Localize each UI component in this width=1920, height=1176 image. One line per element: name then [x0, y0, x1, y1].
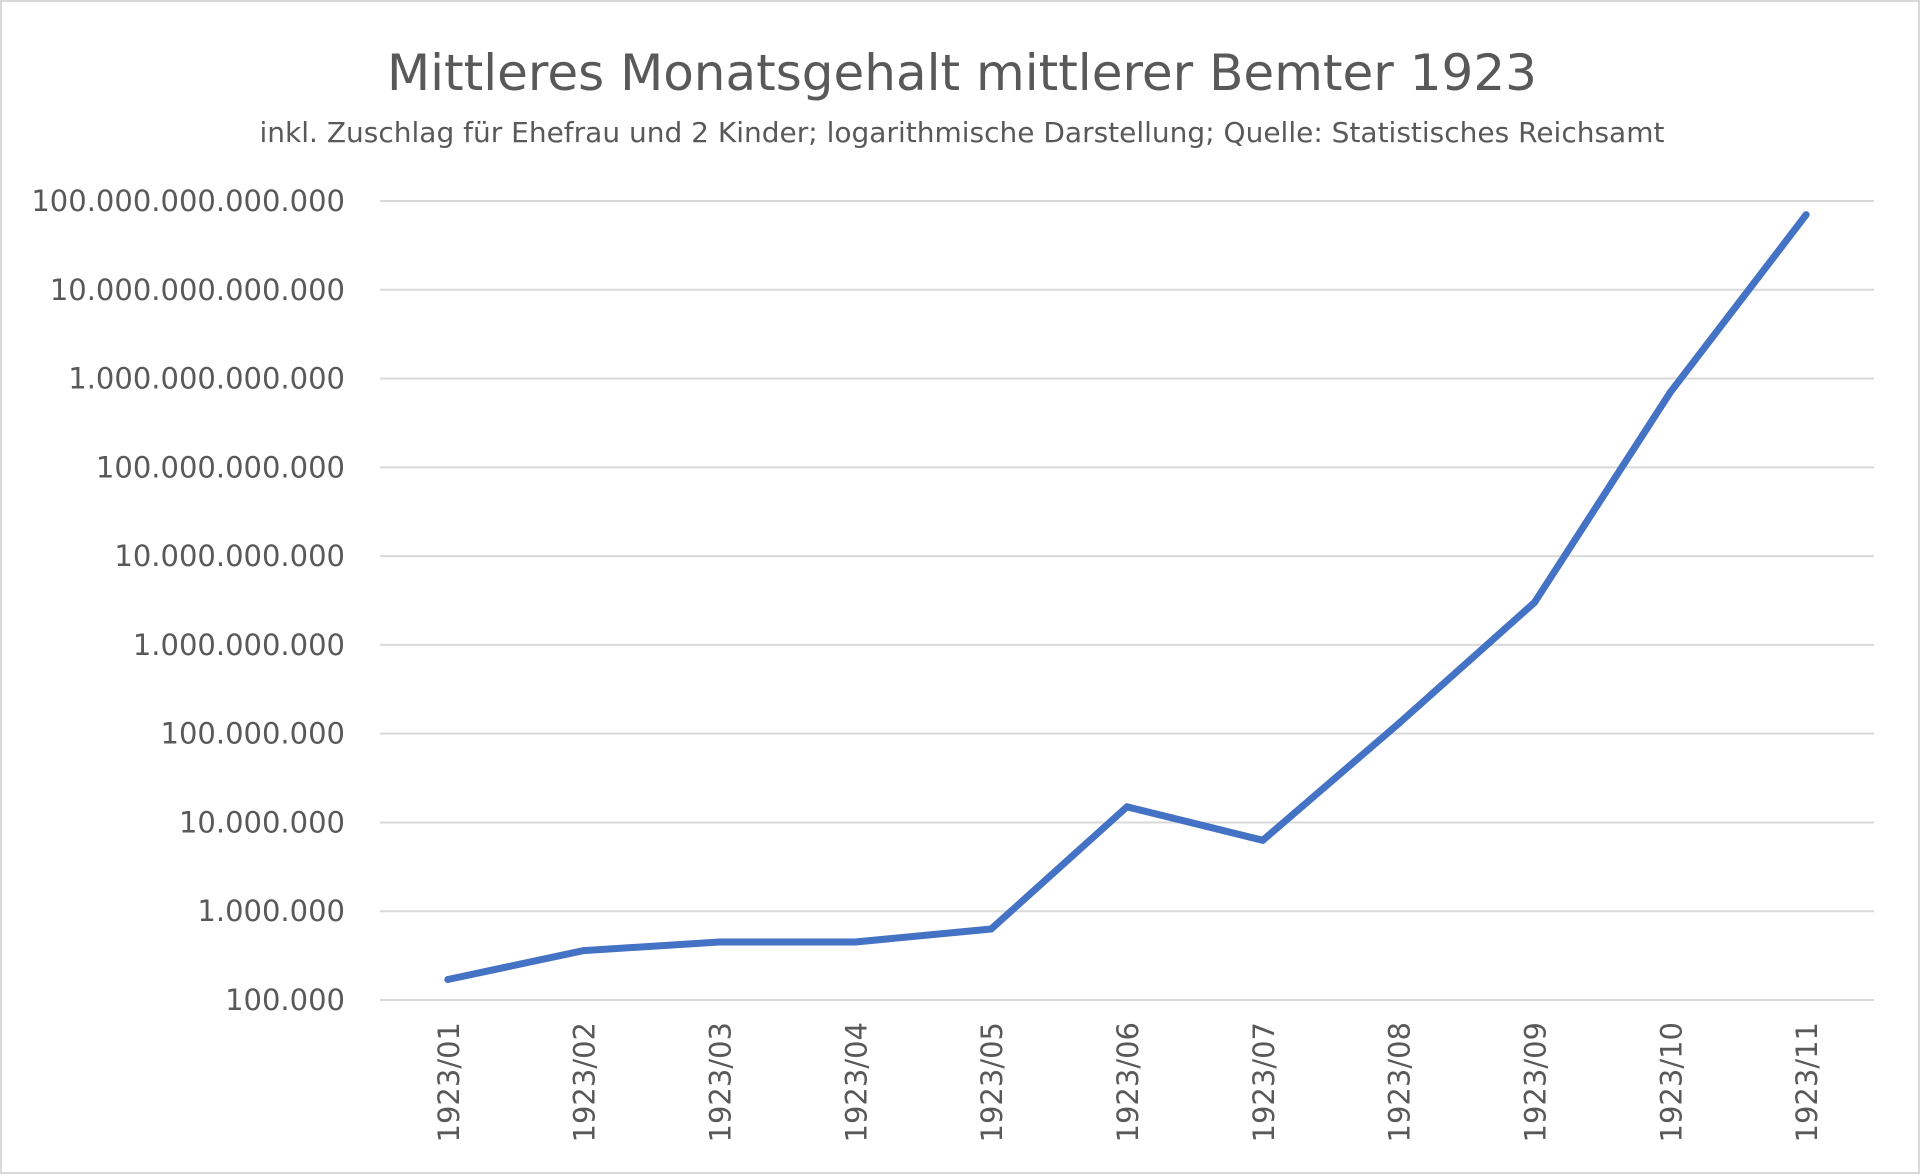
y-tick-label: 100.000.000 — [161, 717, 346, 751]
x-tick-label: 1923/02 — [568, 1022, 602, 1142]
y-tick-label: 100.000.000.000 — [96, 450, 345, 484]
x-axis-tick-labels: 1923/01 1923/02 1923/03 1923/04 1923/05 1923/… — [432, 1022, 1824, 1142]
data-point — [1259, 836, 1267, 844]
data-point — [1802, 211, 1810, 219]
x-tick-label: 1923/04 — [839, 1022, 873, 1142]
chart-subtitle: inkl. Zuschlag für Ehefrau und 2 Kinder;… — [260, 116, 1665, 149]
x-tick-label: 1923/03 — [704, 1022, 738, 1142]
data-point — [1123, 803, 1131, 811]
y-tick-label: 10.000.000 — [179, 805, 345, 839]
data-series — [444, 211, 1810, 984]
x-tick-label: 1923/06 — [1111, 1022, 1145, 1142]
data-point — [987, 925, 995, 933]
data-point — [851, 938, 859, 946]
x-tick-label: 1923/11 — [1790, 1022, 1824, 1142]
x-tick-label: 1923/05 — [975, 1022, 1009, 1142]
data-point — [1395, 720, 1403, 728]
data-point — [1530, 599, 1538, 607]
y-tick-label: 100.000.000.000.000 — [31, 184, 345, 218]
y-axis-tick-labels: 100.000 1.000.000 10.000.000 100.000.000 1.0… — [31, 184, 345, 1017]
x-tick-label: 1923/09 — [1518, 1022, 1552, 1142]
series-line — [444, 211, 1810, 983]
y-tick-label: 10.000.000.000.000 — [50, 273, 345, 307]
data-point — [1666, 388, 1674, 396]
x-tick-label: 1923/01 — [432, 1022, 466, 1142]
x-tick-label: 1923/08 — [1383, 1022, 1417, 1142]
x-tick-label: 1923/07 — [1247, 1022, 1281, 1142]
chart-title: Mittleres Monatsgehalt mittlerer Bemter … — [387, 44, 1537, 102]
y-tick-label: 100.000 — [225, 983, 345, 1017]
data-point — [444, 976, 452, 984]
gridlines — [380, 200, 1874, 1001]
y-tick-label: 10.000.000.000 — [114, 539, 345, 573]
y-tick-label: 1.000.000.000.000 — [68, 362, 345, 396]
y-tick-label: 1.000.000.000 — [133, 628, 345, 662]
data-point — [716, 938, 724, 946]
data-point — [580, 947, 588, 955]
y-tick-label: 1.000.000 — [197, 894, 345, 928]
x-tick-label: 1923/10 — [1654, 1022, 1688, 1142]
